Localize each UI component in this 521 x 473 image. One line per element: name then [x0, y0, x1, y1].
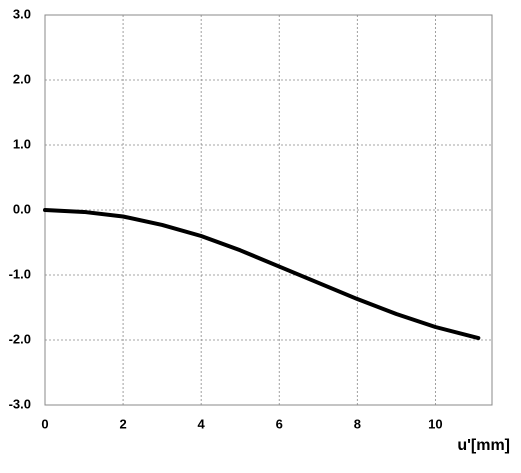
y-tick-label: -1.0 — [9, 266, 31, 281]
y-tick-label: -2.0 — [9, 331, 31, 346]
x-tick-label: 6 — [276, 416, 283, 431]
y-tick-label: 3.0 — [13, 6, 31, 21]
x-tick-label: 8 — [354, 416, 361, 431]
plot-frame — [44, 14, 493, 406]
y-tick-label: 2.0 — [13, 71, 31, 86]
x-tick-label: 4 — [198, 416, 206, 431]
y-tick-label: 1.0 — [13, 136, 31, 151]
x-tick-label: 10 — [428, 416, 442, 431]
x-axis-label: u'[mm] — [457, 437, 510, 454]
y-tick-label: -3.0 — [9, 396, 31, 411]
x-tick-label: 0 — [41, 416, 48, 431]
x-tick-label: 2 — [119, 416, 126, 431]
data-line — [43, 208, 481, 341]
y-tick-label: 0.0 — [13, 201, 31, 216]
